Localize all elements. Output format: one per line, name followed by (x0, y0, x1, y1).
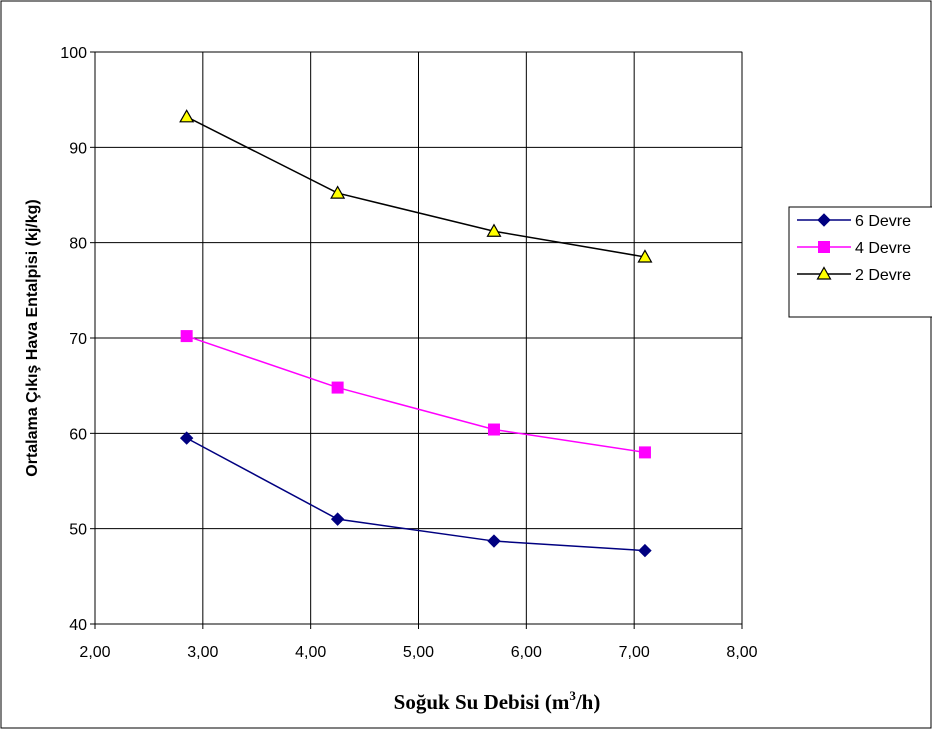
series-line (186, 335, 646, 454)
y-tick-label: 80 (69, 236, 87, 253)
legend: 6 Devre 4 Devre 2 Devre (788, 206, 932, 318)
grid-lines (90, 51, 743, 629)
data-point (180, 330, 193, 343)
y-tick-label: 90 (69, 140, 87, 157)
y-tick-labels: 40 50 60 70 80 90 100 (60, 45, 87, 634)
legend-marker (816, 266, 832, 280)
x-tick-label: 6,00 (511, 644, 542, 661)
series-line (186, 116, 646, 258)
legend-box (788, 206, 932, 318)
x-axis-label-sup: 3 (569, 688, 576, 703)
x-axis-label-main: Soğuk Su Debisi (m (394, 690, 570, 714)
x-axis-label: Soğuk Su Debisi (m3/h) (394, 688, 601, 714)
data-point (486, 223, 502, 237)
legend-marker (818, 241, 830, 253)
y-tick-label: 100 (60, 45, 87, 62)
legend-label: 2 Devre (855, 267, 911, 284)
series-1 (179, 431, 652, 558)
x-tick-label: 7,00 (619, 644, 650, 661)
legend-label: 4 Devre (855, 240, 911, 257)
x-tick-label: 8,00 (726, 644, 757, 661)
data-point (487, 423, 500, 436)
y-axis-label: Ortalama Çıkış Hava Entalpisi (kj/kg) (24, 199, 41, 476)
data-point (638, 543, 652, 558)
legend-item: 2 Devre (797, 266, 911, 284)
data-point (330, 512, 345, 526)
data-point (179, 109, 195, 123)
data-point (331, 381, 344, 394)
y-tick-label: 60 (69, 426, 87, 443)
series-line (186, 437, 645, 552)
x-tick-label: 5,00 (403, 644, 434, 661)
series-3 (179, 109, 653, 263)
x-tick-label: 2,00 (79, 644, 110, 661)
data-point (330, 185, 346, 199)
x-tick-label: 3,00 (187, 644, 218, 661)
series-2 (180, 330, 651, 459)
data-point (487, 534, 501, 548)
legend-items: 6 Devre 4 Devre 2 Devre (797, 213, 911, 284)
y-tick-label: 50 (69, 522, 87, 539)
legend-label: 6 Devre (855, 213, 911, 230)
legend-marker (817, 213, 831, 227)
data-point (637, 249, 653, 263)
y-tick-label: 40 (69, 617, 87, 634)
data-point (179, 431, 194, 445)
x-tick-labels: 2,00 3,00 4,00 5,00 6,00 7,00 8,00 (79, 644, 757, 661)
x-tick-label: 4,00 (295, 644, 326, 661)
x-axis-label-tail: /h) (575, 690, 601, 714)
series-group (179, 109, 653, 558)
data-point (638, 446, 651, 459)
legend-item: 6 Devre (797, 213, 911, 230)
legend-item: 4 Devre (797, 240, 911, 257)
y-tick-label: 70 (69, 331, 87, 348)
